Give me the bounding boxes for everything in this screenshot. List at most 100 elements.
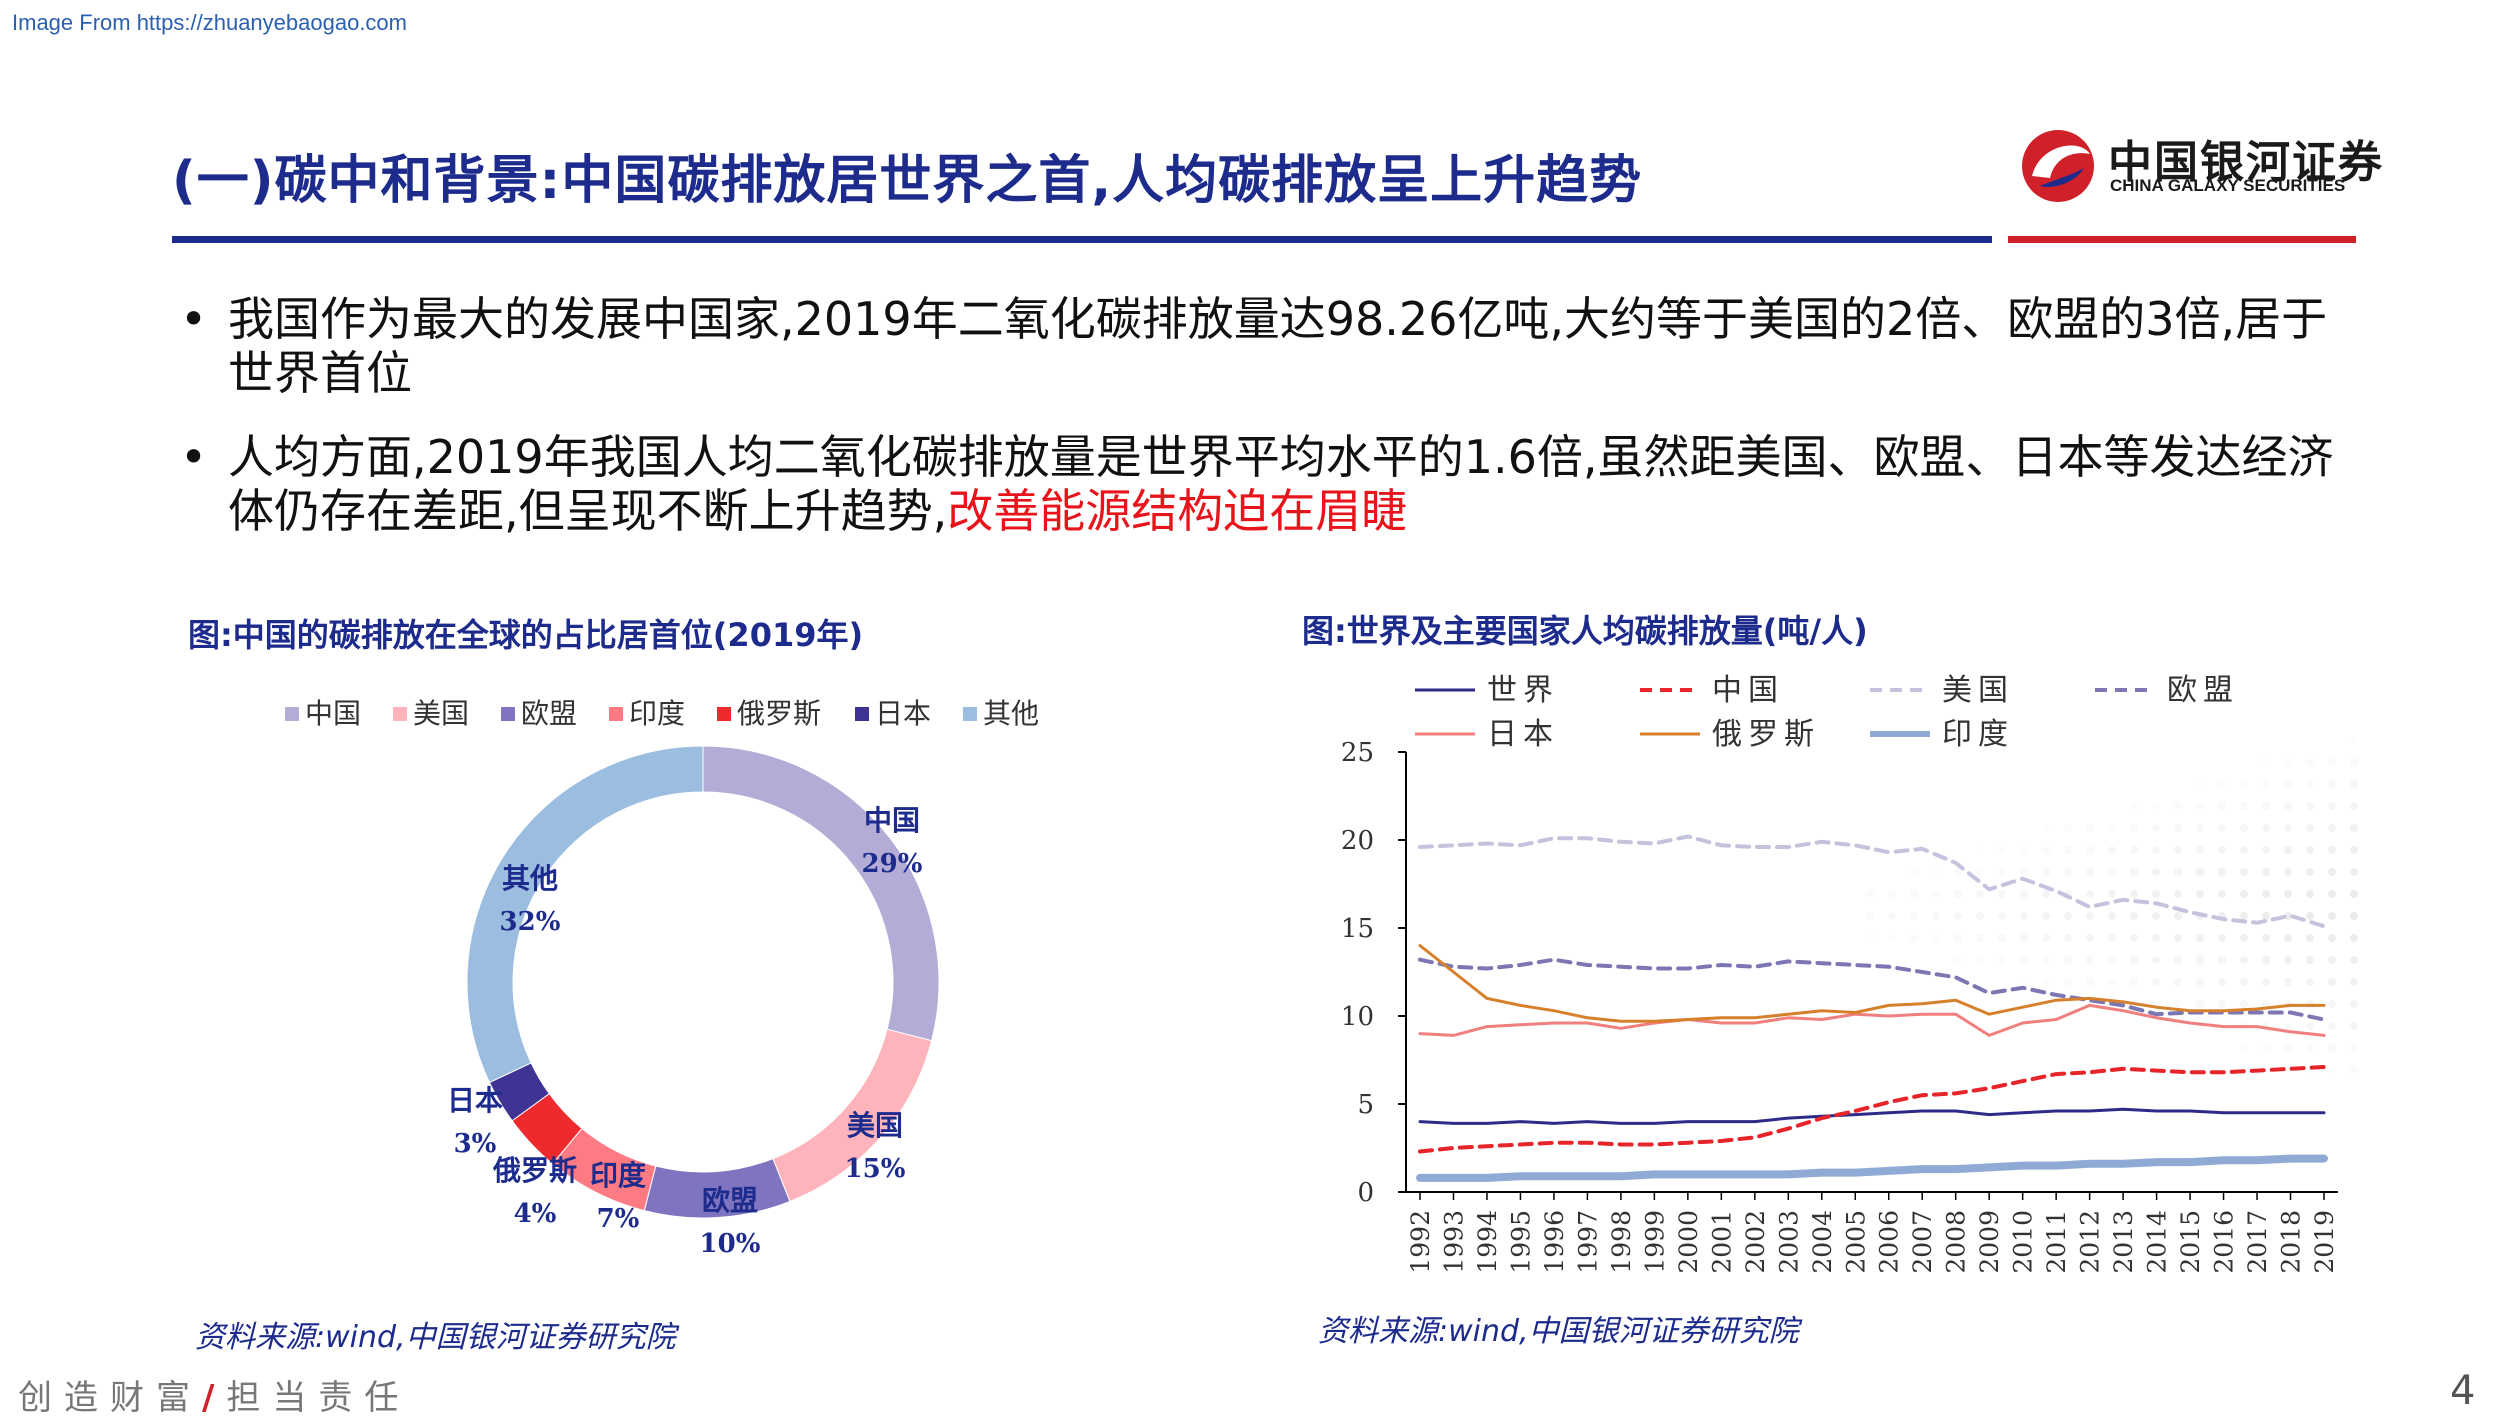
bullet-2-text: 人均方面,2019年我国人均二氧化碳排放量是世界平均水平的1.6倍,虽然距美国、… — [228, 430, 2334, 538]
bg-dot — [2152, 846, 2160, 854]
source-url[interactable]: Image From https://zhuanyebaogao.com — [12, 10, 407, 35]
bg-dot — [2174, 1000, 2182, 1008]
y-tick-label-3: 15 — [1341, 914, 1374, 944]
bg-dot — [2108, 978, 2116, 986]
bg-dot — [2108, 846, 2116, 854]
pie-chart: 中国 美国 欧盟 印度 俄罗斯 日本 其他中国29%美国15%欧盟10%印度7%俄罗斯4%日… — [285, 697, 1039, 1259]
bg-dot — [1954, 956, 1962, 964]
title-divider — [172, 236, 1992, 243]
bg-dot — [2350, 1066, 2358, 1074]
bg-dot — [1998, 846, 2006, 854]
bg-dot — [2086, 912, 2094, 920]
bg-dot — [2350, 934, 2358, 942]
x-tick-label-24: 2016 — [2210, 1210, 2239, 1274]
bg-dot — [2218, 824, 2226, 832]
x-tick-label-9: 2001 — [1707, 1210, 1736, 1274]
bg-dot — [2064, 956, 2072, 964]
bg-dot — [2130, 890, 2138, 898]
bg-dot — [2130, 846, 2138, 854]
bg-dot — [2328, 868, 2336, 876]
bg-dot — [2262, 912, 2270, 920]
bg-dot — [2174, 912, 2182, 920]
bg-dot — [1954, 890, 1962, 898]
bg-dot — [2240, 802, 2248, 810]
bg-dot — [2284, 890, 2292, 898]
bg-dot — [2108, 956, 2116, 964]
bg-dot — [2262, 1044, 2270, 1052]
bg-dot — [2152, 934, 2160, 942]
bg-dot — [2064, 846, 2072, 854]
bg-dot — [2306, 956, 2314, 964]
bg-dot — [2218, 846, 2226, 854]
bg-dot — [2130, 934, 2138, 942]
pie-slice-6 — [466, 745, 704, 1084]
bg-dot — [2262, 868, 2270, 876]
bg-dot — [2350, 736, 2358, 744]
bg-dot — [2108, 934, 2116, 942]
y-tick-label-4: 20 — [1341, 826, 1374, 856]
bg-dot — [2306, 824, 2314, 832]
x-tick-label-1: 1993 — [1439, 1210, 1468, 1274]
bg-dot — [2262, 890, 2270, 898]
bg-dot — [2020, 978, 2028, 986]
bg-dot — [2174, 978, 2182, 986]
bg-dot — [2240, 1044, 2248, 1052]
x-tick-label-3: 1995 — [1506, 1210, 1535, 1274]
bg-dot — [2284, 1044, 2292, 1052]
bg-dot — [2152, 868, 2160, 876]
bg-dot — [2196, 956, 2204, 964]
bg-dot — [2152, 978, 2160, 986]
bg-dot — [2350, 1044, 2358, 1052]
bg-dot — [2020, 912, 2028, 920]
bg-dot — [2196, 846, 2204, 854]
bullet-1-text: 我国作为最大的发展中国家,2019年二氧化碳排放量达98.26亿吨,大约等于美国… — [228, 292, 2328, 400]
logo-text-cn: 中国银河证券 — [2108, 137, 2384, 188]
x-tick-label-26: 2018 — [2277, 1210, 2306, 1274]
bg-dot — [2196, 934, 2204, 942]
bg-dot — [2350, 956, 2358, 964]
legend-swatch-5 — [855, 707, 869, 721]
bg-dot — [2328, 1044, 2336, 1052]
bg-dot — [2108, 890, 2116, 898]
bullet-2-text-wrap: 人均方面,2019年我国人均二氧化碳排放量是世界平均水平的1.6倍,虽然距美国、… — [228, 430, 2338, 538]
bg-dot — [2130, 802, 2138, 810]
pie-label-value-5: 3% — [454, 1129, 497, 1159]
bg-dot — [1932, 912, 1940, 920]
bg-dot — [2262, 780, 2270, 788]
pie-label-name-2: 欧盟 — [702, 1184, 758, 1217]
bg-dot — [2196, 1000, 2204, 1008]
x-tick-label-14: 2006 — [1875, 1210, 1904, 1274]
bg-dot — [2306, 758, 2314, 766]
bg-dot — [2218, 802, 2226, 810]
bg-dot — [2350, 846, 2358, 854]
bg-dot — [2328, 890, 2336, 898]
left-chart-caption: 图:中国的碳排放在全球的占比居首位(2019年) — [188, 616, 864, 654]
bg-dot — [2042, 890, 2050, 898]
x-tick-label-25: 2017 — [2243, 1210, 2272, 1274]
legend-label-1: 美国 — [413, 697, 469, 730]
bg-dot — [2350, 978, 2358, 986]
bg-dot — [2240, 868, 2248, 876]
bg-dot — [2240, 978, 2248, 986]
left-chart-source: 资料来源:wind,中国银河证券研究院 — [195, 1320, 676, 1355]
bg-dot — [2240, 824, 2248, 832]
bg-dot — [1910, 890, 1918, 898]
x-tick-label-17: 2009 — [1975, 1210, 2004, 1274]
bg-dot — [2020, 846, 2028, 854]
bg-dot — [2306, 912, 2314, 920]
y-tick-label-5: 25 — [1341, 738, 1374, 768]
pie-label-name-5: 日本 — [447, 1084, 503, 1117]
bg-dot — [2240, 890, 2248, 898]
legend-label-6: 印度 — [1942, 717, 2014, 752]
bg-dot — [2218, 978, 2226, 986]
pie-label-value-2: 10% — [700, 1229, 761, 1259]
bg-dot — [2306, 934, 2314, 942]
footer-slogan: 创造财富/担当责任 — [18, 1370, 410, 1419]
bg-dot — [2196, 890, 2204, 898]
footer-slogan-b: 担当责任 — [226, 1378, 411, 1418]
bg-dot — [2174, 890, 2182, 898]
bg-dot — [2328, 934, 2336, 942]
footer-slash: / — [202, 1378, 227, 1418]
bg-dot — [2350, 912, 2358, 920]
legend-label-1: 中国 — [1712, 673, 1784, 708]
